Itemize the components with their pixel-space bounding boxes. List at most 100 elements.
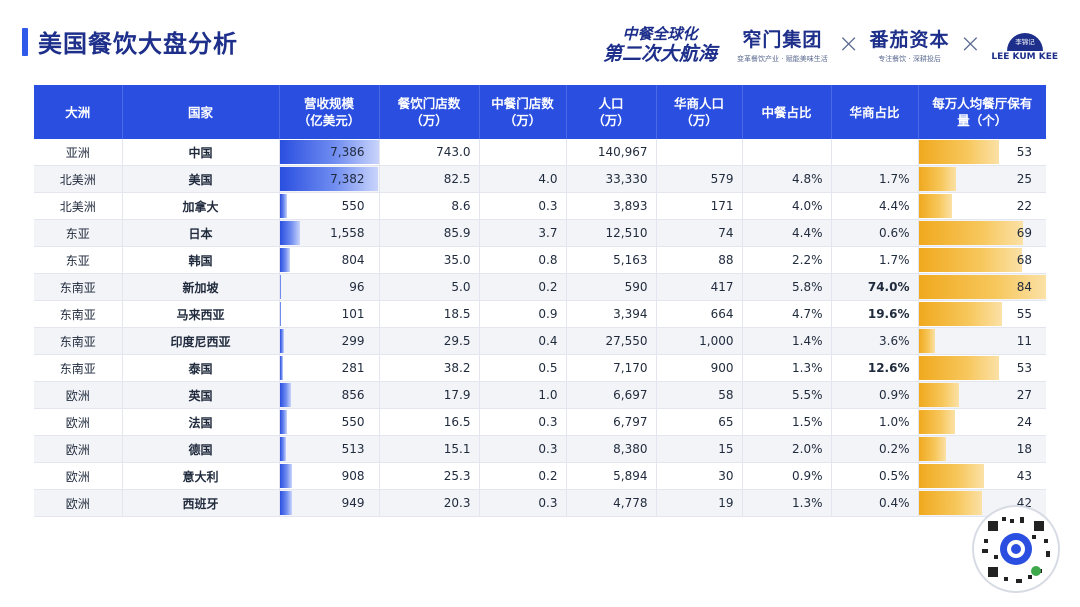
chinese-merchant-share-cell: 0.4% xyxy=(831,489,919,517)
chinese-share-cell: 4.7% xyxy=(742,300,832,328)
stores-cell: 18.5 xyxy=(379,300,480,328)
density-cell: 69 xyxy=(918,219,1046,247)
revenue-cell-bar xyxy=(279,329,284,353)
chinese-population-cell: 74 xyxy=(656,219,743,247)
country-cell: 泰国 xyxy=(122,354,280,382)
density-cell: 27 xyxy=(918,381,1046,409)
population-cell: 33,330 xyxy=(566,165,657,193)
revenue-cell: 550 xyxy=(279,192,380,220)
revenue-cell-value: 281 xyxy=(341,361,365,375)
country-cell: 韩国 xyxy=(122,246,280,274)
chinese-stores-cell: 0.8 xyxy=(479,246,567,274)
chinese-share-cell: 2.0% xyxy=(742,435,832,463)
table-row: 东南亚 印度尼西亚 299 29.5 0.4 27,550 1,000 1.4% 3.6% 11 xyxy=(34,327,1046,355)
population-cell: 3,893 xyxy=(566,192,657,220)
stores-cell: 16.5 xyxy=(379,408,480,436)
continent-cell: 东南亚 xyxy=(34,327,123,355)
lee-kum-kee-emblem-icon: 李锦记 xyxy=(1006,32,1043,51)
brand-fanqie-tagline: 专注餐饮 · 深耕投后 xyxy=(878,54,941,63)
revenue-cell-bar xyxy=(279,248,291,272)
population-cell: 3,394 xyxy=(566,300,657,328)
chinese-stores-cell: 0.3 xyxy=(479,192,567,220)
revenue-cell-value: 7,382 xyxy=(330,172,365,186)
revenue-cell-value: 550 xyxy=(341,415,365,429)
chinese-merchant-share-cell: 12.6% xyxy=(831,354,919,382)
country-cell: 美国 xyxy=(122,165,280,193)
stores-cell: 5.0 xyxy=(379,273,480,301)
density-cell: 84 xyxy=(918,273,1046,301)
table-row: 东南亚 泰国 281 38.2 0.5 7,170 900 1.3% 12.6% 53 xyxy=(34,354,1046,382)
density-cell-bar xyxy=(918,302,1002,326)
lee-kum-kee-name: LEE KUM KEE xyxy=(991,51,1058,62)
chinese-stores-cell: 0.4 xyxy=(479,327,567,355)
lee-kum-kee-top-text: 李锦记 xyxy=(1015,37,1035,46)
header-chinese-merchant-population: 华商人口 （万） xyxy=(656,85,743,139)
revenue-cell-value: 908 xyxy=(341,469,365,483)
chinese-merchant-share-cell: 1.7% xyxy=(831,165,919,193)
population-cell: 5,894 xyxy=(566,462,657,490)
population-cell: 12,510 xyxy=(566,219,657,247)
table-row: 欧洲 意大利 908 25.3 0.2 5,894 30 0.9% 0.5% 43 xyxy=(34,462,1046,490)
chinese-stores-cell xyxy=(479,139,567,166)
chinese-merchant-share-cell: 0.5% xyxy=(831,462,919,490)
chinese-share-cell: 1.5% xyxy=(742,408,832,436)
chinese-population-cell: 171 xyxy=(656,192,743,220)
density-cell-value: 18 xyxy=(1016,442,1032,456)
density-cell-bar xyxy=(918,275,1046,299)
chinese-population-cell: 58 xyxy=(656,381,743,409)
density-cell-value: 11 xyxy=(1016,334,1032,348)
chinese-share-cell: 0.9% xyxy=(742,462,832,490)
revenue-cell-bar xyxy=(279,167,379,191)
times-icon: × xyxy=(959,29,982,59)
header-country: 国家 xyxy=(122,85,280,139)
country-cell: 新加坡 xyxy=(122,273,280,301)
table-row: 北美洲 加拿大 550 8.6 0.3 3,893 171 4.0% 4.4% 22 xyxy=(34,192,1046,220)
density-cell: 55 xyxy=(918,300,1046,328)
continent-cell: 欧洲 xyxy=(34,408,123,436)
table-row: 欧洲 法国 550 16.5 0.3 6,797 65 1.5% 1.0% 24 xyxy=(34,408,1046,436)
table-row: 东亚 韩国 804 35.0 0.8 5,163 88 2.2% 1.7% 68 xyxy=(34,246,1046,274)
table-row: 东南亚 新加坡 96 5.0 0.2 590 417 5.8% 74.0% 84 xyxy=(34,273,1046,301)
population-cell: 27,550 xyxy=(566,327,657,355)
revenue-cell: 513 xyxy=(279,435,380,463)
density-cell-bar xyxy=(918,167,957,191)
chinese-share-cell: 5.5% xyxy=(742,381,832,409)
revenue-cell-bar xyxy=(279,221,301,245)
table-row: 欧洲 西班牙 949 20.3 0.3 4,778 19 1.3% 0.4% 42 xyxy=(34,489,1046,517)
brand-zhaimen-tagline: 变革餐饮产业 · 赋能美味生活 xyxy=(737,54,828,63)
stores-cell: 35.0 xyxy=(379,246,480,274)
chinese-share-cell: 1.3% xyxy=(742,354,832,382)
density-cell-value: 22 xyxy=(1016,199,1032,213)
density-cell-value: 27 xyxy=(1016,388,1032,402)
density-cell-bar xyxy=(918,491,983,515)
revenue-cell-value: 949 xyxy=(341,496,365,510)
times-icon: × xyxy=(837,29,860,59)
table-body: 亚洲 中国 7,386 743.0 140,967 53 北美洲 美国 7,382 82.5 4.0… xyxy=(34,139,1046,517)
chinese-population-cell: 1,000 xyxy=(656,327,743,355)
revenue-cell-value: 1,558 xyxy=(330,226,365,240)
density-cell-bar xyxy=(918,329,936,353)
stores-cell: 38.2 xyxy=(379,354,480,382)
density-cell: 43 xyxy=(918,462,1046,490)
density-cell: 53 xyxy=(918,354,1046,382)
continent-cell: 东南亚 xyxy=(34,273,123,301)
revenue-cell-bar xyxy=(279,140,379,164)
density-cell-bar xyxy=(918,464,984,488)
event-title-line1: 中餐全球化 xyxy=(622,25,698,43)
country-cell: 印度尼西亚 xyxy=(122,327,280,355)
continent-cell: 欧洲 xyxy=(34,462,123,490)
table-row: 东南亚 马来西亚 101 18.5 0.9 3,394 664 4.7% 19.6% 55 xyxy=(34,300,1046,328)
density-cell: 24 xyxy=(918,408,1046,436)
continent-cell: 欧洲 xyxy=(34,489,123,517)
chinese-stores-cell: 0.3 xyxy=(479,489,567,517)
density-cell-bar xyxy=(918,437,946,461)
chinese-population-cell: 30 xyxy=(656,462,743,490)
revenue-cell-bar xyxy=(279,383,291,407)
brand-zhaimen-name: 窄门集团 xyxy=(742,28,823,51)
population-cell: 7,170 xyxy=(566,354,657,382)
population-cell: 6,797 xyxy=(566,408,657,436)
header-continent: 大洲 xyxy=(34,85,123,139)
revenue-cell: 804 xyxy=(279,246,380,274)
revenue-cell: 7,386 xyxy=(279,139,380,166)
header-chinese-merchant-share: 华商占比 xyxy=(831,85,919,139)
